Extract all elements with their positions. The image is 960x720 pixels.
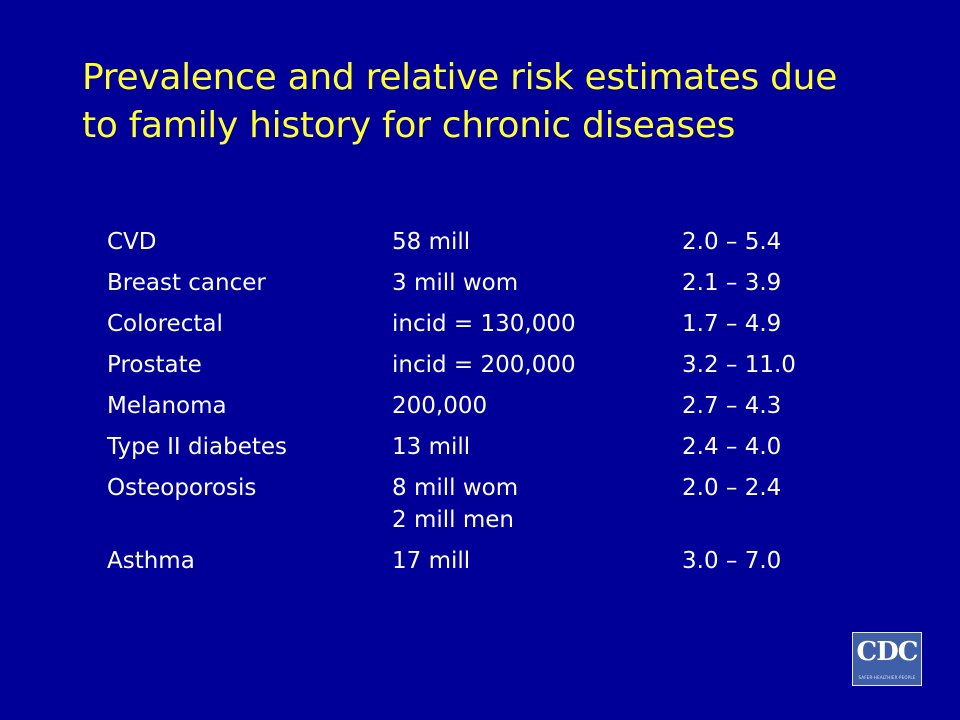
relative-risk-range: 2.0 – 2.4: [682, 475, 782, 501]
table-row: Breast cancer 3 mill wom 2.1 – 3.9: [107, 267, 867, 308]
prevalence-line: 200,000: [392, 393, 488, 419]
disease-name: Melanoma: [107, 393, 227, 419]
disease-name: Colorectal: [107, 311, 223, 337]
disease-name: Type II diabetes: [107, 434, 288, 460]
prevalence-line: 58 mill: [392, 229, 471, 255]
prevalence-value: 17 mill: [392, 545, 470, 577]
cdc-logo: CDC SAFER·HEALTHIER·PEOPLE: [852, 632, 922, 686]
relative-risk-range: 3.2 – 11.0: [682, 352, 796, 378]
table-row: Asthma 17 mill 3.0 – 7.0: [107, 545, 867, 586]
disease-name: CVD: [107, 229, 157, 255]
slide-title-line-1: Prevalence and relative risk estimates d…: [82, 57, 838, 98]
disease-risk-table: CVD 58 mill 2.0 – 5.4 Breast cancer 3 mi…: [107, 226, 867, 586]
slide-title: Prevalence and relative risk estimates d…: [82, 54, 922, 150]
disease-name: Asthma: [107, 548, 195, 574]
table-row: Prostate incid = 200,000 3.2 – 11.0: [107, 349, 867, 390]
cdc-logo-text: CDC: [856, 637, 919, 667]
prevalence-line: 2 mill men: [392, 507, 514, 533]
slide-title-line-2: to family history for chronic diseases: [82, 105, 736, 146]
prevalence-value: 200,000: [392, 390, 487, 422]
relative-risk-range: 3.0 – 7.0: [682, 548, 782, 574]
relative-risk-range: 1.7 – 4.9: [682, 311, 782, 337]
relative-risk-range: 2.0 – 5.4: [682, 229, 782, 255]
table-row: Melanoma 200,000 2.7 – 4.3: [107, 390, 867, 431]
cdc-logo-tagline: SAFER·HEALTHIER·PEOPLE: [858, 675, 916, 680]
prevalence-line: 3 mill wom: [392, 270, 519, 296]
prevalence-value: 8 mill wom 2 mill men: [392, 472, 518, 536]
table-row: Type II diabetes 13 mill 2.4 – 4.0: [107, 431, 867, 472]
prevalence-line: 8 mill wom: [392, 475, 519, 501]
prevalence-line: incid = 200,000: [392, 352, 576, 378]
disease-name: Breast cancer: [107, 270, 266, 296]
relative-risk-range: 2.1 – 3.9: [682, 270, 782, 296]
prevalence-value: incid = 130,000: [392, 308, 576, 340]
prevalence-value: 3 mill wom: [392, 267, 518, 299]
table-row: Osteoporosis 8 mill wom 2 mill men 2.0 –…: [107, 472, 867, 545]
relative-risk-range: 2.7 – 4.3: [682, 393, 782, 419]
prevalence-value: incid = 200,000: [392, 349, 576, 381]
prevalence-line: 17 mill: [392, 548, 471, 574]
prevalence-line: incid = 130,000: [392, 311, 576, 337]
relative-risk-range: 2.4 – 4.0: [682, 434, 782, 460]
prevalence-line: 13 mill: [392, 434, 471, 460]
table-row: CVD 58 mill 2.0 – 5.4: [107, 226, 867, 267]
disease-name: Prostate: [107, 352, 202, 378]
disease-name: Osteoporosis: [107, 475, 257, 501]
prevalence-value: 13 mill: [392, 431, 470, 463]
prevalence-value: 58 mill: [392, 226, 470, 258]
table-row: Colorectal incid = 130,000 1.7 – 4.9: [107, 308, 867, 349]
